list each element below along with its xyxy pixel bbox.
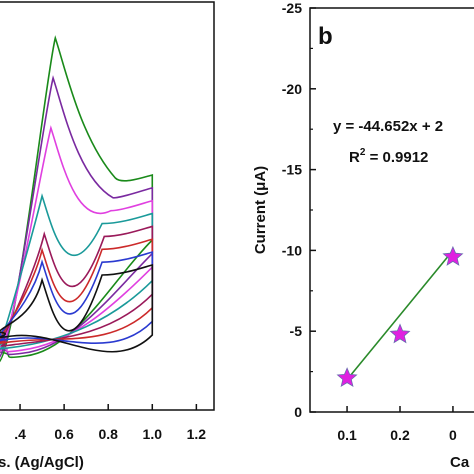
panel-b-y-tick-label: -20 <box>282 81 302 97</box>
panel-b-y-tick-label: -5 <box>290 323 303 339</box>
panel-b-y-tick-label: -15 <box>282 162 302 178</box>
panel-b-points <box>336 245 464 388</box>
panel-b-y-tick-label: 0 <box>294 404 302 420</box>
panel-b-x-ticks: 0.1 0.2 0 <box>337 406 457 443</box>
panel-b-data-point-star <box>389 323 411 344</box>
panel-a-x-tick-label: 1.0 <box>143 426 163 442</box>
panel-b-equation: y = -44.652x + 2 <box>333 118 443 135</box>
panel-b-fit-group <box>346 249 454 381</box>
panel-a-series-curve <box>0 35 154 362</box>
panel-a-series-curve <box>0 263 154 353</box>
panel-a-x-ticks: .4 0.6 0.8 1.0 1.2 <box>14 404 206 442</box>
panel-a-series-curve <box>0 125 154 354</box>
panel-b-fit-line <box>346 249 454 381</box>
panel-a-x-axis-label: s. (Ag/AgCl) <box>0 454 84 471</box>
panel-a-series-curve <box>0 193 154 350</box>
panel-b-x-tick-label: 0 <box>449 427 457 443</box>
panel-a-curves <box>0 35 154 362</box>
panel-b-r-squared: R2 = 0.9912 <box>349 147 428 166</box>
panel-a-x-tick-label: 0.8 <box>98 426 118 442</box>
panel-b-y-tick-label: -25 <box>282 0 302 16</box>
panel-b-y-tick-label: -10 <box>282 242 302 258</box>
panel-a-x-tick-label: 1.2 <box>187 426 207 442</box>
r-squared-superscript: 2 <box>360 147 366 158</box>
panel-a-series-curve <box>0 238 154 344</box>
panel-b-y-axis-label: Current (μA) <box>252 166 269 254</box>
panel-b-calibration: b -25 -20 -15 -10 -5 0 0.1 0.2 0 y = -44.652x +… <box>252 0 474 471</box>
panel-a-series-curve <box>0 225 154 347</box>
panel-b-y-ticks: -25 -20 -15 -10 -5 0 <box>282 0 316 420</box>
panel-a-series-curve <box>0 251 154 344</box>
panel-a-x-tick-label: .4 <box>14 426 26 442</box>
r-squared-value: = 0.9912 <box>365 149 428 166</box>
panel-a-voltammogram: .4 0.6 0.8 1.0 1.2 s. (Ag/AgCl) <box>0 1 215 471</box>
panel-b-x-axis-label: Ca <box>450 454 470 471</box>
panel-a-x-tick-label: 0.6 <box>54 426 74 442</box>
panel-b-data-point-star <box>336 367 358 388</box>
panel-a-series-curve <box>0 75 154 358</box>
panel-b-x-tick-label: 0.1 <box>337 427 357 443</box>
panel-a-frame <box>0 1 215 411</box>
panel-b-label: b <box>318 23 333 50</box>
panel-b-data-point-star <box>442 245 464 266</box>
panel-b-x-tick-label: 0.2 <box>390 427 410 443</box>
panel-b-frame <box>309 7 474 413</box>
